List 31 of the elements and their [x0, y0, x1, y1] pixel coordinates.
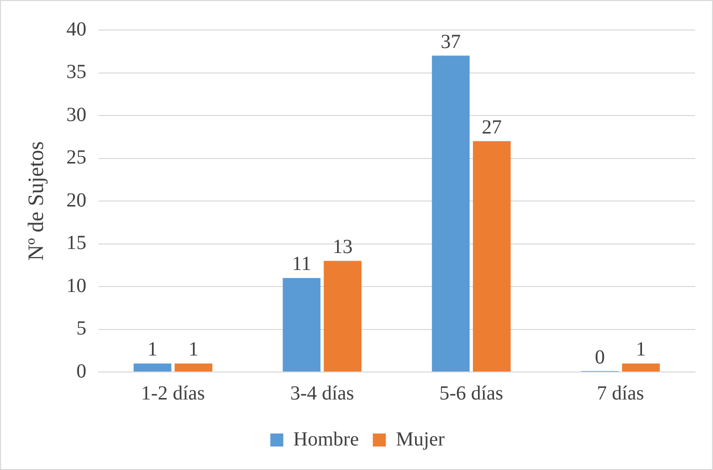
bar — [282, 278, 320, 372]
y-tick-label: 10 — [66, 274, 86, 297]
data-label: 37 — [440, 30, 461, 53]
y-tick-label: 15 — [66, 232, 86, 254]
bar — [622, 363, 660, 372]
data-label: 0 — [594, 346, 605, 368]
legend-label: Hombre — [293, 428, 359, 450]
data-label: 1 — [636, 338, 646, 361]
x-tick-label: 7 días — [596, 382, 644, 404]
y-tick-label: 5 — [76, 318, 86, 340]
bar — [134, 363, 172, 372]
bar — [324, 260, 362, 372]
legend-label: Mujer — [396, 428, 446, 450]
bar — [472, 141, 511, 372]
data-label: 1 — [188, 338, 198, 361]
data-label: 13 — [332, 236, 353, 258]
x-tick-label: 3-4 días — [290, 382, 354, 404]
y-tick-label: 20 — [66, 189, 86, 212]
y-tick-label: 40 — [66, 18, 86, 40]
y-tick-label: 30 — [66, 104, 86, 126]
y-tick-label: 0 — [76, 360, 86, 382]
bar — [174, 363, 212, 372]
bar — [432, 56, 470, 372]
y-tick-label: 25 — [66, 146, 86, 168]
y-axis-title: Nº de Sujetos — [22, 141, 48, 261]
y-tick-label: 35 — [66, 61, 86, 83]
data-label: 27 — [482, 116, 502, 138]
x-tick-label: 5-6 días — [439, 382, 504, 404]
data-label: 11 — [292, 253, 312, 276]
data-label: 1 — [147, 338, 158, 361]
x-tick-label: 1-2 días — [141, 382, 206, 404]
